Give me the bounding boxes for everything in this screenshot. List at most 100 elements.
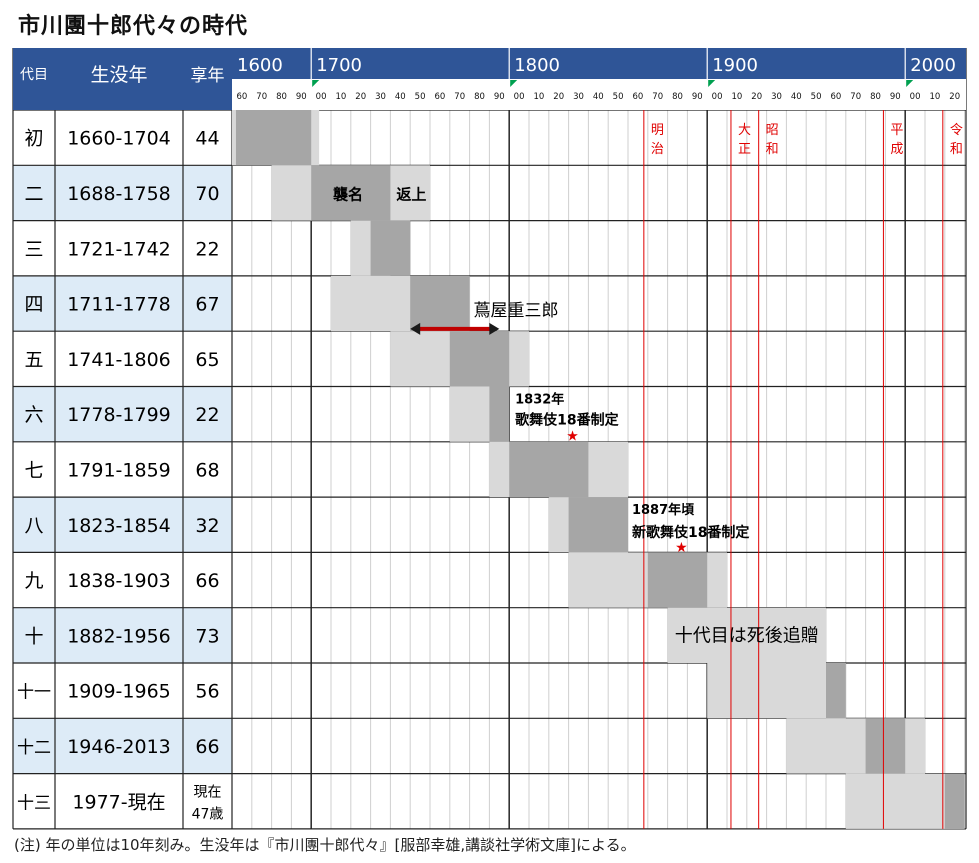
era-label: 和 <box>950 142 963 157</box>
tsutaya-arrow-head-left <box>410 322 421 335</box>
life-cell-bg <box>55 275 183 332</box>
decade-label: 10 <box>533 92 544 102</box>
life-years: 1660-1704 <box>67 128 171 150</box>
gen-cell-bg <box>13 275 55 332</box>
row-backgrounds <box>13 110 232 829</box>
gen-cell-bg <box>13 441 55 498</box>
century-label: 1700 <box>316 55 362 76</box>
age-cell-bg <box>183 110 232 166</box>
generation-label: 六 <box>24 404 43 426</box>
decade-label: 30 <box>375 92 386 102</box>
tenure-bar <box>235 110 312 166</box>
decade-label: 80 <box>276 92 287 102</box>
decade-label: 40 <box>593 92 604 102</box>
age-value: 70 <box>195 183 219 205</box>
tenure-bar <box>311 165 391 221</box>
century-marker <box>312 80 320 87</box>
era-label: 治 <box>651 142 664 157</box>
header-top-bg <box>13 48 966 79</box>
decade-label: 70 <box>454 92 465 102</box>
tenure-bar <box>647 552 708 608</box>
age-cell-bg <box>183 718 232 774</box>
decade-label: 90 <box>692 92 703 102</box>
era-label: 大 <box>738 123 751 138</box>
bars <box>232 110 965 829</box>
era-label: 令 <box>950 123 963 138</box>
decade-label: 10 <box>929 92 940 102</box>
life-cell-bg <box>55 497 183 553</box>
life-years: 1882-1956 <box>67 625 171 647</box>
decade-label: 60 <box>236 92 247 102</box>
gen-cell-bg <box>13 110 55 166</box>
tenure-bar <box>410 275 470 332</box>
decade-label: 00 <box>514 92 525 102</box>
note2-text: 新歌舞伎18番制定 <box>632 524 749 541</box>
generation-label: 三 <box>24 238 43 260</box>
generation-label: 十二 <box>17 738 51 758</box>
decade-label: 20 <box>355 92 366 102</box>
gen-cell-bg <box>13 552 55 608</box>
age-value: 66 <box>195 570 219 592</box>
age-cell-bg <box>183 165 232 221</box>
gen-cell-bg <box>13 220 55 276</box>
decade-label: 40 <box>791 92 802 102</box>
age-cell-bg <box>183 331 232 387</box>
henjo-label: 返上 <box>396 185 426 203</box>
note1-year: 1832年 <box>515 392 564 408</box>
era-label: 昭 <box>766 123 779 138</box>
page-title: 市川團十郎代々の時代 <box>18 14 249 39</box>
era-label: 平 <box>890 123 903 138</box>
life-years: 1741-1806 <box>67 349 171 371</box>
age-value: 44 <box>195 128 219 150</box>
decade-label: 00 <box>316 92 327 102</box>
header-life: 生没年 <box>90 64 147 86</box>
age-value: 68 <box>195 459 219 481</box>
header-age: 享年 <box>191 66 225 86</box>
age-cell-bg <box>183 441 232 498</box>
life-years: 1909-1965 <box>67 681 171 703</box>
life-cell-bg <box>55 220 183 276</box>
age-cell-bg <box>183 497 232 553</box>
gen-cell-bg <box>13 386 55 442</box>
era-label: 成 <box>890 142 903 157</box>
century-label: 2000 <box>910 55 956 76</box>
age-value: 32 <box>195 515 219 537</box>
age-cell-bg <box>183 552 232 608</box>
decade-label: 70 <box>850 92 861 102</box>
decade-label: 20 <box>553 92 564 102</box>
decade-label: 50 <box>811 92 822 102</box>
tenure-bar <box>865 718 906 774</box>
decade-label: 70 <box>256 92 267 102</box>
generation-label: 五 <box>24 349 43 371</box>
life-cell-bg <box>55 663 183 719</box>
tenth-note: 十代目は死後追贈 <box>675 626 819 647</box>
life-years: 1977-現在 <box>72 791 165 813</box>
generation-label: 四 <box>24 294 43 316</box>
tenure-bar <box>509 441 589 498</box>
generation-label: 十一 <box>17 683 51 703</box>
footnote: (注) 年の単位は10年刻み。生没年は『市川團十郎代々』[服部幸雄,講談社学術文… <box>14 836 636 854</box>
decade-label: 90 <box>296 92 307 102</box>
note1-star: ★ <box>566 429 579 445</box>
era-label: 明 <box>651 123 664 138</box>
life-bar <box>707 663 846 719</box>
century-marker <box>708 80 716 87</box>
decade-label: 90 <box>890 92 901 102</box>
table-cells: 初 1660-1704 44 二 1688-1758 70 三 1721-1742 22 四 171… <box>17 128 223 823</box>
generation-label: 十 <box>24 625 43 647</box>
decade-label: 20 <box>949 92 960 102</box>
century-label: 1600 <box>237 55 283 76</box>
life-cell-bg <box>55 386 183 442</box>
era-label: 和 <box>766 142 779 157</box>
tenure-bar <box>568 497 628 553</box>
age-value: 65 <box>195 349 219 371</box>
shumei-label: 襲名 <box>333 185 363 203</box>
tenure-bar <box>826 663 846 719</box>
life-years: 1721-1742 <box>67 238 171 260</box>
life-years: 1946-2013 <box>67 736 171 758</box>
life-years: 1791-1859 <box>67 459 171 481</box>
gen-cell-bg <box>13 718 55 774</box>
generation-label: 七 <box>24 459 43 481</box>
